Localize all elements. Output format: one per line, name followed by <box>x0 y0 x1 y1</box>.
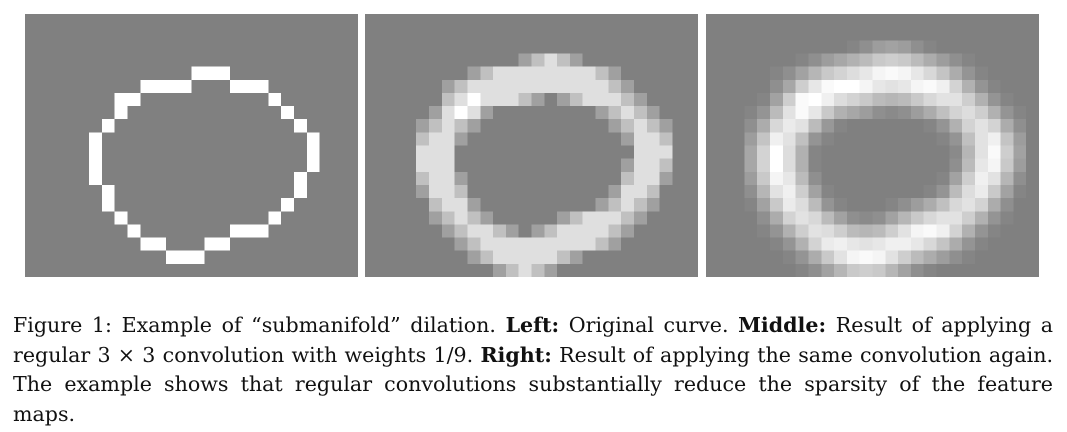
figure-caption: Figure 1: Example of “submanifold” dilat… <box>13 311 1053 429</box>
caption-right-label: Right: <box>480 342 552 367</box>
left-panel-original-curve <box>25 14 358 277</box>
middle-panel-canvas <box>365 14 698 277</box>
caption-left-text: Original curve. <box>568 313 729 337</box>
middle-panel-one-convolution <box>365 14 698 277</box>
caption-number: Figure 1: <box>13 313 112 337</box>
left-panel-canvas <box>25 14 358 277</box>
caption-middle-text: Result of applying a regular 3 × 3 convo… <box>13 313 1054 367</box>
caption-right-text: Result of applying the same convolution … <box>13 342 1054 426</box>
right-panel-two-convolutions <box>706 14 1039 277</box>
caption-left-label: Left: <box>505 313 560 337</box>
caption-intro: Example of “submanifold” dilation. <box>121 313 496 337</box>
caption-middle-label: Middle: <box>738 313 827 337</box>
right-panel-canvas <box>706 14 1039 277</box>
